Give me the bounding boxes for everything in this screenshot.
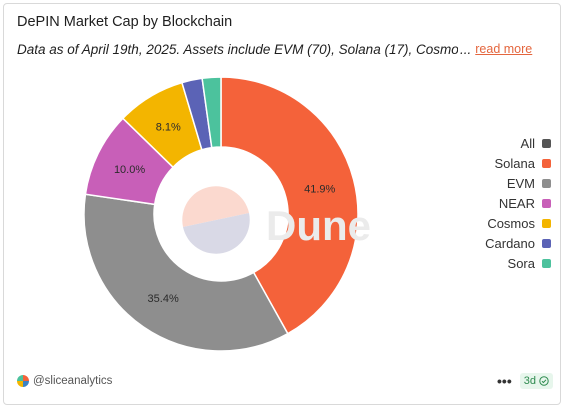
- legend-item-evm[interactable]: EVM: [431, 173, 551, 193]
- slice-label-solana: 41.9%: [304, 183, 335, 195]
- legend-label: Cosmos: [487, 215, 535, 231]
- legend-swatch: [542, 198, 551, 208]
- legend-swatch: [542, 258, 551, 268]
- author-tag[interactable]: @sliceanalytics: [17, 375, 112, 387]
- freshness-label: 3d: [523, 375, 536, 387]
- legend-label: Cardano: [485, 235, 535, 251]
- chart-title: DePIN Market Cap by Blockchain: [17, 14, 233, 30]
- slice-evm[interactable]: [83, 193, 289, 352]
- chart-legend: All Solana EVM NEAR Cosmos Cardano Sora: [431, 133, 551, 273]
- chart-subtitle: Data as of April 19th, 2025. Assets incl…: [17, 39, 551, 59]
- legend-swatch: [542, 138, 551, 148]
- read-more-link[interactable]: read more: [475, 42, 533, 56]
- legend-item-sora[interactable]: Sora: [431, 253, 551, 273]
- slice-label-cosmos: 8.1%: [156, 122, 181, 134]
- legend-item-all[interactable]: All: [431, 133, 551, 153]
- author-name: @sliceanalytics: [33, 375, 113, 387]
- legend-label: Sora: [507, 255, 535, 271]
- legend-label: NEAR: [498, 195, 535, 211]
- check-circle-icon: [539, 376, 549, 386]
- more-dots-icon[interactable]: •••: [497, 373, 512, 389]
- slice-logo-icon: [17, 375, 29, 387]
- dune-watermark-text: Dune: [266, 202, 371, 249]
- legend-swatch: [542, 238, 551, 248]
- legend-item-solana[interactable]: Solana: [431, 153, 551, 173]
- legend-item-near[interactable]: NEAR: [431, 193, 551, 213]
- legend-label: EVM: [506, 175, 535, 191]
- legend-item-cosmos[interactable]: Cosmos: [431, 213, 551, 233]
- slice-label-evm: 35.4%: [148, 293, 179, 305]
- legend-item-cardano[interactable]: Cardano: [431, 233, 551, 253]
- dune-watermark-icon: [182, 186, 250, 254]
- subtitle-text: Data as of April 19th, 2025. Assets incl…: [17, 41, 458, 57]
- legend-label: All: [520, 135, 535, 151]
- footer-actions: ••• 3d: [497, 373, 553, 389]
- slice-sora[interactable]: [201, 76, 222, 149]
- subtitle-ellipsis: ...: [460, 41, 472, 57]
- legend-swatch: [542, 218, 551, 228]
- legend-swatch: [542, 158, 551, 168]
- slice-solana[interactable]: [220, 76, 359, 335]
- legend-swatch: [542, 178, 551, 188]
- freshness-badge: 3d: [519, 373, 553, 389]
- legend-label: Solana: [494, 155, 535, 171]
- slice-label-near: 10.0%: [114, 164, 145, 176]
